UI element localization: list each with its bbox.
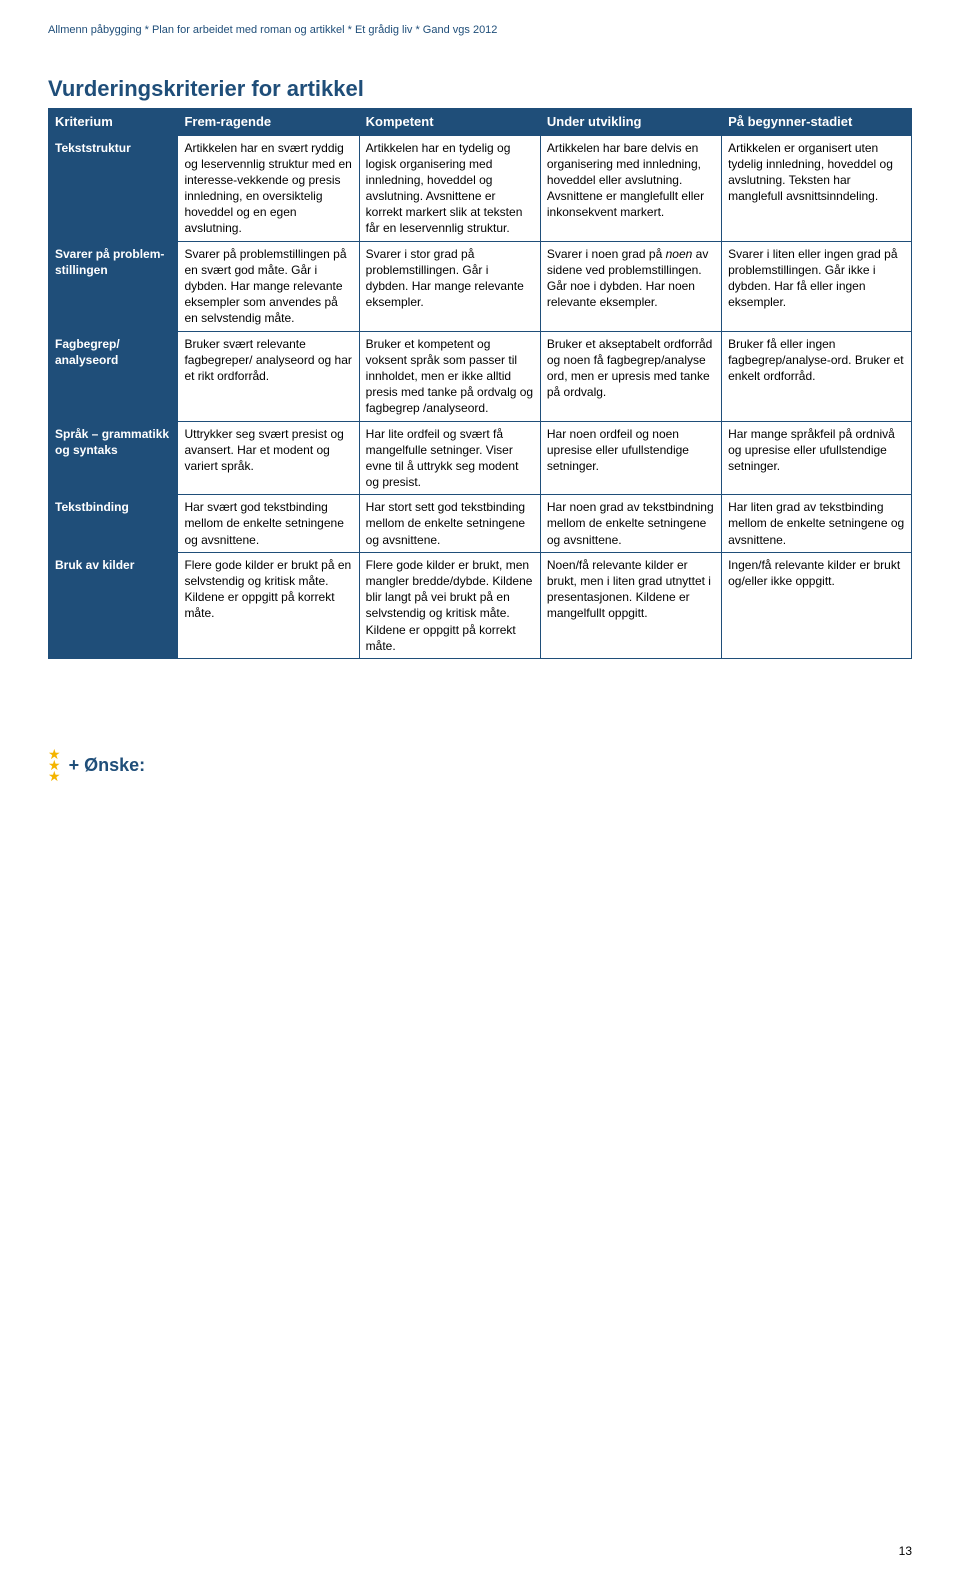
table-cell: Bruker svært relevante fagbegreper/ anal… [178,331,359,421]
row-label: Bruk av kilder [49,552,178,658]
table-row: Språk – grammatikk og syntaksUttrykker s… [49,421,912,495]
table-cell: Noen/få relevante kilder er brukt, men i… [540,552,721,658]
table-cell: Flere gode kilder er brukt på en selvste… [178,552,359,658]
table-header-row: Kriterium Frem-ragende Kompetent Under u… [49,109,912,136]
table-row: Svarer på problem-stillingenSvarer på pr… [49,241,912,331]
table-cell: Bruker et akseptabelt ordforråd og noen … [540,331,721,421]
table-cell: Har noen grad av tekstbindning mellom de… [540,495,721,553]
table-row: Bruk av kilderFlere gode kilder er brukt… [49,552,912,658]
col-header: På begynner-stadiet [722,109,912,136]
table-cell: Artikkelen er organisert uten tydelig in… [722,135,912,241]
row-label: Svarer på problem-stillingen [49,241,178,331]
onske-label: + Ønske: [69,755,146,776]
table-cell: Bruker et kompetent og voksent språk som… [359,331,540,421]
table-cell: Har svært god tekstbinding mellom de enk… [178,495,359,553]
table-cell: Har lite ordfeil og svært få mangelfulle… [359,421,540,495]
star-icon: ★★★ [48,749,61,783]
table-row: Fagbegrep/ analyseordBruker svært releva… [49,331,912,421]
row-label: Tekststruktur [49,135,178,241]
table-cell: Svarer i liten eller ingen grad på probl… [722,241,912,331]
table-cell: Har mange språkfeil på ordnivå og upresi… [722,421,912,495]
page-number: 13 [899,1544,912,1558]
col-header: Kompetent [359,109,540,136]
col-header: Under utvikling [540,109,721,136]
table-cell: Svarer i stor grad på problemstillingen.… [359,241,540,331]
table-cell: Artikkelen har en tydelig og logisk orga… [359,135,540,241]
table-row: TekststrukturArtikkelen har en svært ryd… [49,135,912,241]
col-header: Frem-ragende [178,109,359,136]
table-cell: Artikkelen har bare delvis en organiseri… [540,135,721,241]
table-cell: Har noen ordfeil og noen upresise eller … [540,421,721,495]
table-cell: Svarer på problemstillingen på en svært … [178,241,359,331]
table-cell: Flere gode kilder er brukt, men mangler … [359,552,540,658]
table-cell: Ingen/få relevante kilder er brukt og/el… [722,552,912,658]
row-label: Tekstbinding [49,495,178,553]
table-cell: Uttrykker seg svært presist og avansert.… [178,421,359,495]
table-cell: Svarer i noen grad på noen av sidene ved… [540,241,721,331]
table-cell: Har liten grad av tekstbinding mellom de… [722,495,912,553]
row-label: Språk – grammatikk og syntaks [49,421,178,495]
row-label: Fagbegrep/ analyseord [49,331,178,421]
table-cell: Har stort sett god tekstbinding mellom d… [359,495,540,553]
table-row: TekstbindingHar svært god tekstbinding m… [49,495,912,553]
onske-block: ★★★ + Ønske: [48,749,912,783]
table-cell: Bruker få eller ingen fagbegrep/analyse-… [722,331,912,421]
rubric-table: Kriterium Frem-ragende Kompetent Under u… [48,108,912,659]
col-header: Kriterium [49,109,178,136]
table-cell: Artikkelen har en svært ryddig og leserv… [178,135,359,241]
main-title: Vurderingskriterier for artikkel [48,76,912,102]
page-header: Allmenn påbygging * Plan for arbeidet me… [48,24,912,36]
